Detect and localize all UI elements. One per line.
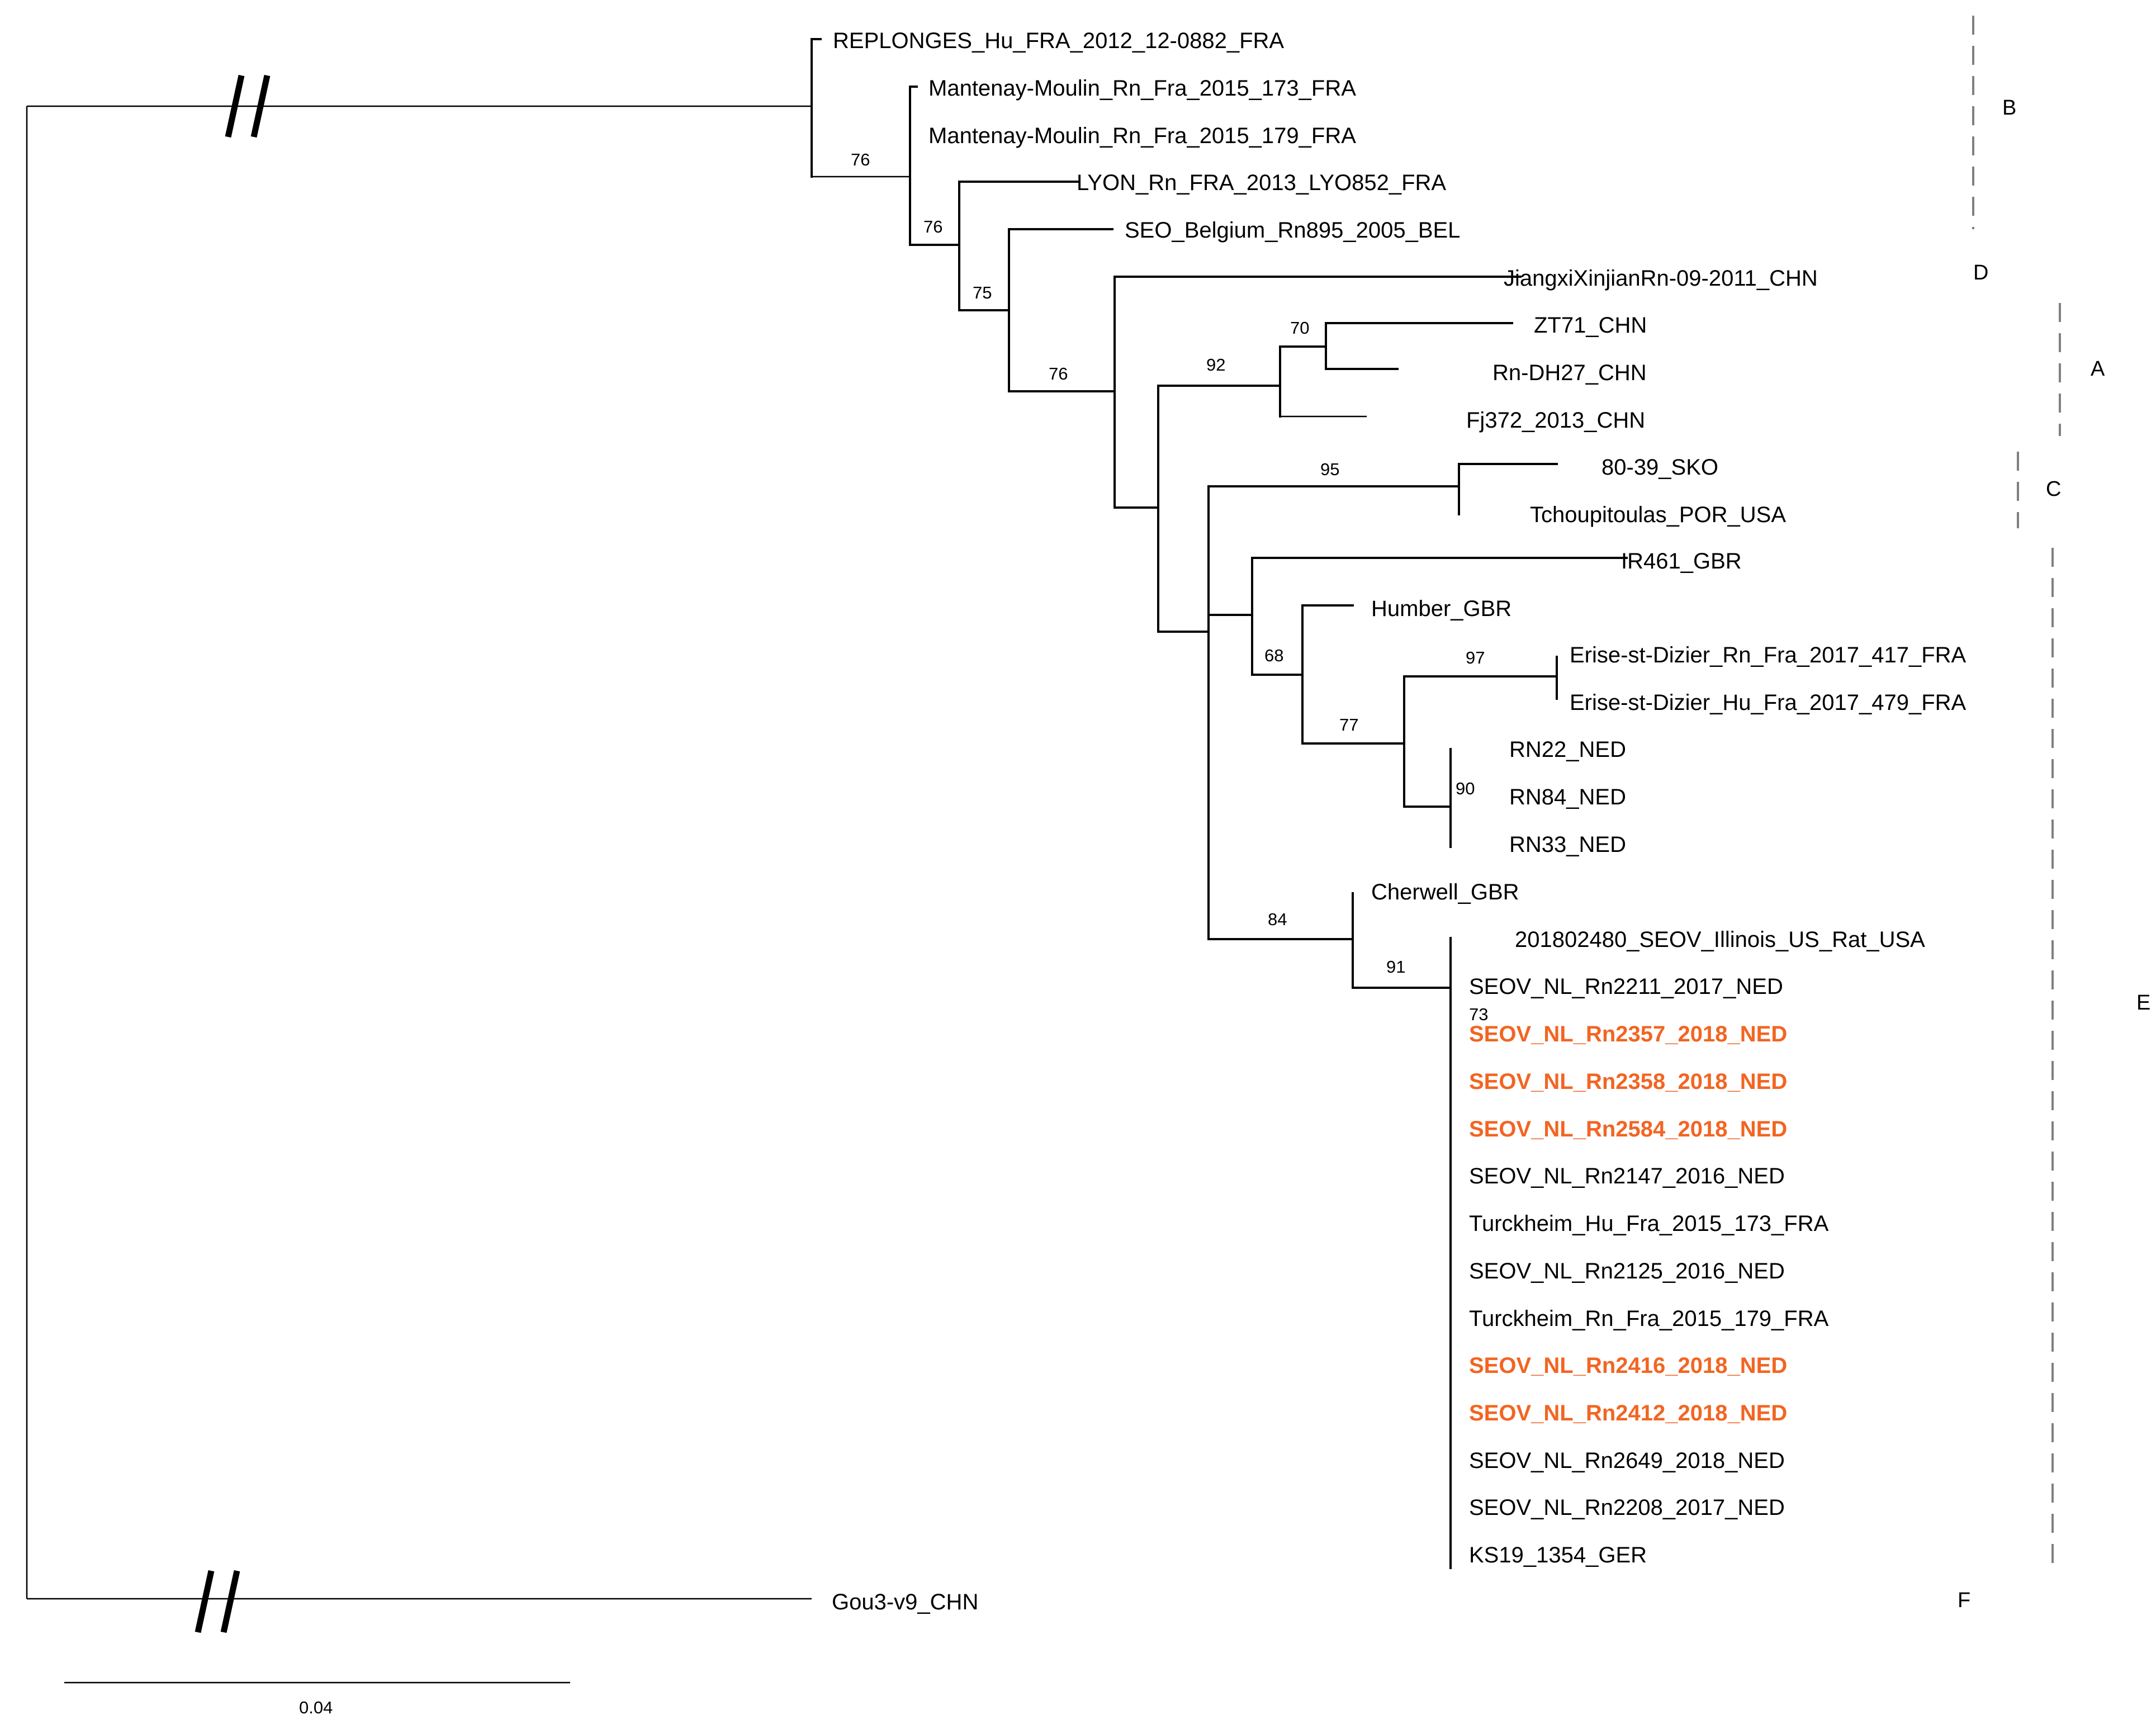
leaf-label: Tchoupitoulas_POR_USA [1530, 503, 1786, 527]
leaf-label: Turckheim_Rn_Fra_2015_179_FRA [1469, 1306, 1829, 1331]
bootstrap-value: 70 [1290, 318, 1309, 338]
clade-label-c: C [2046, 477, 2061, 501]
leaf-label: Erise-st-Dizier_Rn_Fra_2017_417_FRA [1570, 643, 1967, 667]
break-mark-bottom [220, 1570, 240, 1633]
leaf-label: REPLONGES_Hu_FRA_2012_12-0882_FRA [833, 29, 1284, 53]
leaf-label: RN84_NED [1509, 785, 1626, 809]
clade-annotations: B D A C E F [1958, 16, 2150, 1612]
leaf-label: Rn-DH27_CHN [1492, 361, 1647, 385]
leaf-label-highlighted: SEOV_NL_Rn2412_2018_NED [1469, 1401, 1787, 1425]
leaf-label: SEOV_NL_Rn2211_2017_NED [1469, 974, 1783, 999]
leaf-label: IR461_GBR [1621, 549, 1742, 574]
bootstrap-value: 76 [923, 217, 942, 236]
leaf-label: Humber_GBR [1371, 596, 1511, 621]
leaf-label: Cherwell_GBR [1371, 880, 1519, 904]
break-mark-bottom [195, 1570, 215, 1633]
leaf-label: Gou3-v9_CHN [832, 1590, 978, 1614]
leaf-label: Mantenay-Moulin_Rn_Fra_2015_173_FRA [928, 76, 1356, 101]
bootstrap-value: 68 [1264, 646, 1283, 665]
leaf-label: Fj372_2013_CHN [1466, 408, 1645, 433]
scale-bar-label: 0.04 [299, 1698, 333, 1717]
leaf-label: ZT71_CHN [1534, 313, 1647, 338]
scale-bar: 0.04 [64, 1681, 570, 1717]
leaf-label: SEOV_NL_Rn2125_2016_NED [1469, 1259, 1785, 1283]
leaf-label: SEO_Belgium_Rn895_2005_BEL [1125, 218, 1460, 243]
bootstrap-value: 76 [851, 150, 870, 169]
bootstrap-value: 90 [1456, 779, 1475, 798]
leaf-label-highlighted: SEOV_NL_Rn2584_2018_NED [1469, 1117, 1787, 1141]
leaf-label: LYON_Rn_FRA_2013_LYO852_FRA [1077, 170, 1446, 195]
leaf-label: JiangxiXinjianRn-09-2011_CHN [1504, 266, 1818, 291]
bootstrap-value: 84 [1268, 909, 1287, 929]
leaf-label: Turckheim_Hu_Fra_2015_173_FRA [1469, 1211, 1829, 1236]
bootstrap-value: 97 [1466, 648, 1485, 667]
bootstrap-value: 76 [1049, 364, 1068, 383]
branch-break-marks [195, 74, 271, 1633]
leaf-label: 80-39_SKO [1601, 455, 1718, 480]
clade-label-f: F [1958, 1589, 1970, 1612]
tree-branches [26, 38, 1628, 1600]
clade-label-b: B [2002, 96, 2016, 120]
bootstrap-value: 95 [1320, 460, 1339, 479]
leaf-labels: REPLONGES_Hu_FRA_2012_12-0882_FRA Manten… [832, 29, 1967, 1614]
clade-label-e: E [2136, 991, 2150, 1015]
clade-label-a: A [2091, 357, 2105, 381]
bootstrap-value: 77 [1339, 715, 1358, 735]
bootstrap-values: 76 76 75 76 70 92 95 68 97 77 90 84 91 7… [851, 150, 1488, 1024]
leaf-label: RN33_NED [1509, 832, 1626, 857]
leaf-label: 201802480_SEOV_Illinois_US_Rat_USA [1515, 927, 1925, 952]
leaf-label: SEOV_NL_Rn2147_2016_NED [1469, 1164, 1785, 1188]
leaf-label: SEOV_NL_Rn2208_2017_NED [1469, 1495, 1785, 1520]
leaf-label-highlighted: SEOV_NL_Rn2358_2018_NED [1469, 1069, 1787, 1094]
leaf-label: SEOV_NL_Rn2649_2018_NED [1469, 1448, 1785, 1473]
bootstrap-value: 91 [1386, 957, 1405, 977]
break-mark-top [250, 74, 271, 138]
break-mark-top [225, 74, 245, 138]
bootstrap-value: 92 [1206, 355, 1225, 375]
leaf-label: Erise-st-Dizier_Hu_Fra_2017_479_FRA [1570, 690, 1967, 715]
leaf-label-highlighted: SEOV_NL_Rn2357_2018_NED [1469, 1022, 1787, 1046]
clade-label-d: D [1973, 261, 1988, 285]
bootstrap-value: 73 [1469, 1005, 1488, 1024]
leaf-label: Mantenay-Moulin_Rn_Fra_2015_179_FRA [928, 124, 1356, 148]
leaf-label: RN22_NED [1509, 737, 1626, 762]
bootstrap-value: 75 [973, 283, 992, 302]
leaf-label: KS19_1354_GER [1469, 1543, 1647, 1567]
leaf-label-highlighted: SEOV_NL_Rn2416_2018_NED [1469, 1353, 1787, 1378]
